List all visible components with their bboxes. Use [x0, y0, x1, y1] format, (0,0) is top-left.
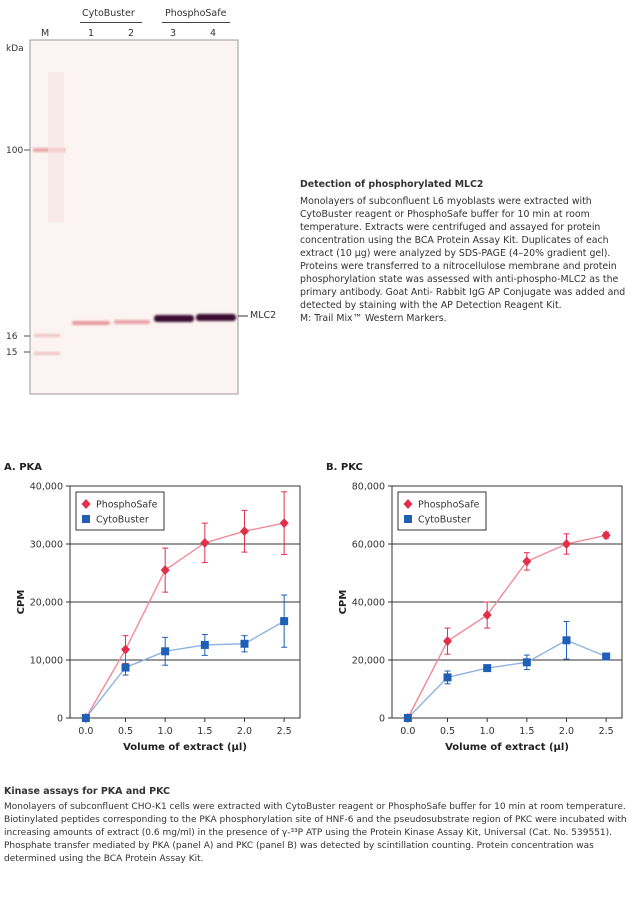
- marker-band-15: [34, 352, 60, 355]
- y-tick-label: 30,000: [30, 540, 63, 551]
- x-tick-label: 1.5: [197, 726, 212, 737]
- x-axis-label: Volume of extract (µl): [445, 742, 569, 753]
- blot-caption-title: Detection of phosphorylated MLC2: [300, 179, 484, 190]
- y-tick-label: 20,000: [30, 598, 63, 609]
- marker-band-16: [34, 334, 60, 337]
- data-point-square: [280, 617, 289, 626]
- kinase-caption-title: Kinase assays for PKA and PKC: [4, 786, 170, 797]
- x-tick-label: 2.0: [559, 726, 574, 737]
- marker-label-15: 15: [6, 348, 18, 358]
- group-label-cytobuster: CytoBuster: [82, 8, 135, 19]
- data-point-diamond: [522, 556, 532, 567]
- data-point-square: [443, 673, 452, 682]
- chart-pkc: 0 20,000 40,000 60,000 80,000 0.0 0.5 1.0 1.5 2.0…: [338, 482, 623, 753]
- data-point-square: [200, 640, 209, 649]
- x-tick-label: 1.0: [158, 726, 173, 737]
- data-point-diamond: [200, 537, 210, 548]
- blot-caption-note: M: Trail Mix™ Western Markers.: [300, 313, 447, 324]
- band-lane-1: [72, 321, 110, 325]
- panel-label-b: B. PKC: [326, 462, 363, 473]
- band-lane-3: [154, 315, 194, 322]
- x-tick-label: 1.5: [519, 726, 534, 737]
- group-label-phosphosafe: PhosphoSafe: [165, 8, 227, 19]
- legend-marker-diamond: [81, 499, 91, 509]
- y-tick-label: 40,000: [352, 598, 385, 609]
- data-point-square: [483, 664, 492, 673]
- data-point-square: [602, 652, 611, 661]
- legend-label: PhosphoSafe: [418, 500, 480, 511]
- data-point-diamond: [561, 539, 571, 549]
- legend-box: [397, 491, 487, 531]
- data-point-diamond: [443, 636, 453, 647]
- data-point-diamond: [601, 530, 611, 541]
- legend-marker-square: [82, 515, 90, 523]
- data-point-diamond: [160, 565, 170, 576]
- y-axis-label: CPM: [16, 590, 27, 615]
- data-point-square: [522, 658, 531, 667]
- x-tick-label: 1.0: [480, 726, 495, 737]
- data-point-diamond: [239, 526, 249, 537]
- kda-label: kDa: [6, 44, 24, 54]
- series-line-cytobuster: [407, 639, 607, 719]
- western-blot-figure: CytoBuster PhosphoSafe M 1 2 3 4 kDa 100…: [0, 0, 276, 400]
- y-tick-label: 20,000: [352, 656, 385, 667]
- lane-label-4: 4: [210, 28, 217, 39]
- series-line-phosphosafe: [85, 522, 285, 719]
- blot-membrane-svg: [24, 39, 248, 395]
- group-underline-cytobuster: [80, 22, 142, 23]
- y-tick-label: 0: [379, 714, 385, 725]
- x-tick-label: 2.5: [599, 726, 614, 737]
- group-underline-phosphosafe: [162, 22, 230, 23]
- legend-marker-square: [404, 515, 412, 523]
- y-tick-label: 60,000: [352, 540, 385, 551]
- legend-label: CytoBuster: [418, 515, 471, 526]
- blot-caption-text: Monolayers of subconfluent L6 myoblasts …: [300, 196, 626, 311]
- data-point-square: [161, 647, 170, 656]
- data-point-diamond: [482, 610, 492, 621]
- x-tick-label: 0.0: [400, 726, 415, 737]
- x-axis-label: Volume of extract (µl): [123, 742, 247, 753]
- marker-label-100: 100: [6, 146, 24, 156]
- marker-label-16: 16: [6, 332, 18, 342]
- x-tick-label: 2.5: [277, 726, 292, 737]
- band-lane-2: [114, 320, 150, 324]
- lane-label-m: M: [41, 28, 50, 39]
- legend-marker-diamond: [403, 499, 413, 509]
- blot-membrane: [29, 39, 239, 395]
- data-point-square: [403, 714, 412, 722]
- series-line-phosphosafe: [407, 534, 607, 719]
- y-tick-label: 40,000: [30, 482, 63, 493]
- data-point-square: [562, 636, 571, 645]
- data-point-square: [240, 639, 249, 648]
- chart-pka: 0 10,000 20,000 30,000 40,000 0.0 0.5 1.0 1.5 2.0…: [16, 482, 301, 753]
- panel-label-a: A. PKA: [4, 462, 43, 473]
- y-tick-label: 80,000: [352, 482, 385, 493]
- y-axis-label: CPM: [338, 590, 349, 615]
- data-point-square: [81, 714, 90, 722]
- marker-lane-smear: [48, 72, 64, 222]
- x-tick-label: 2.0: [237, 726, 252, 737]
- legend-label: PhosphoSafe: [96, 500, 158, 511]
- lane-label-2: 2: [128, 28, 135, 39]
- legend-label: CytoBuster: [96, 515, 149, 526]
- band-lane-4: [196, 314, 236, 321]
- data-point-diamond: [121, 644, 131, 655]
- kinase-caption: Kinase assays for PKA and PKC Monolayers…: [4, 785, 636, 866]
- x-tick-label: 0.5: [440, 726, 455, 737]
- band-label-mlc2: MLC2: [250, 310, 277, 321]
- legend-box: [75, 491, 165, 531]
- series-line-cytobuster: [85, 620, 285, 719]
- x-tick-label: 0.0: [78, 726, 93, 737]
- lane-label-1: 1: [88, 28, 95, 39]
- blot-caption: Detection of phosphorylated MLC2 Monolay…: [300, 178, 630, 325]
- lane-label-3: 3: [170, 28, 177, 39]
- data-point-square: [121, 663, 130, 672]
- kinase-caption-text: Monolayers of subconfluent CHO-K1 cells …: [4, 802, 627, 864]
- data-point-diamond: [279, 518, 289, 529]
- x-tick-label: 0.5: [118, 726, 133, 737]
- y-tick-label: 10,000: [30, 656, 63, 667]
- y-tick-label: 0: [57, 714, 63, 725]
